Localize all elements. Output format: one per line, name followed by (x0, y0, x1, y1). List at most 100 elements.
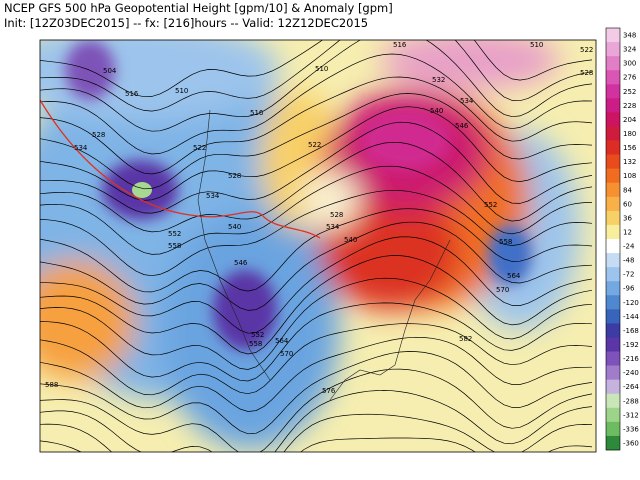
colorbar-label: -312 (623, 411, 639, 419)
contour-label: 552 (251, 331, 264, 339)
colorbar-label: 300 (623, 60, 636, 68)
contour-line (40, 255, 593, 355)
contour-label: 540 (344, 236, 357, 244)
contour-label: 588 (45, 381, 58, 389)
contour-label: 552 (168, 230, 181, 238)
colorbar-label: -288 (623, 397, 639, 405)
colorbar-label: 204 (623, 116, 637, 124)
contour-line (40, 336, 593, 412)
contour-label: 516 (125, 90, 139, 98)
colorbar-segment (606, 70, 620, 85)
contour-line (40, 93, 593, 190)
contour-label: 558 (249, 340, 262, 348)
colorbar-segment (606, 295, 620, 310)
subtitle: Init: [12Z03DEC2015] -- fx: [216]hours -… (4, 16, 368, 30)
contour-label: 540 (228, 223, 241, 231)
colorbar-label: -336 (623, 425, 639, 433)
contour-line (40, 76, 593, 175)
colorbar-segment (606, 210, 620, 226)
contour-line (40, 121, 593, 214)
colorbar-label: 84 (623, 186, 632, 194)
colorbar-segment (606, 393, 620, 409)
colorbar-segment (606, 337, 620, 352)
colorbar-label: 132 (623, 158, 636, 166)
contour-line (40, 351, 593, 435)
contour-line (40, 189, 593, 277)
contour-label: 528 (580, 69, 593, 77)
contour-line (40, 277, 593, 370)
colorbar-label: 348 (623, 32, 636, 40)
contour-line (40, 165, 593, 255)
contour-line (40, 413, 593, 452)
colorbar-label: -144 (623, 313, 639, 321)
contour-label: 516 (250, 109, 264, 117)
colorbar-label: 252 (623, 88, 636, 96)
colorbar-label: 276 (623, 74, 637, 82)
contour-label: 510 (530, 41, 543, 49)
contour-label: 504 (103, 67, 117, 75)
contour-label: 534 (206, 192, 220, 200)
colorbar-label: -360 (623, 439, 639, 447)
contour-label: 522 (193, 144, 206, 152)
contour-label: 564 (507, 272, 521, 280)
contour-label: 570 (496, 286, 509, 294)
colorbar-label: -216 (623, 355, 639, 363)
contour-label: 534 (74, 144, 88, 152)
colorbar-label: -96 (623, 285, 635, 293)
colorbar-segment (606, 351, 620, 366)
colorbar-segment (606, 168, 620, 184)
contour-label: 528 (330, 211, 343, 219)
colorbar-label: 36 (623, 214, 632, 222)
colorbar-segment (606, 196, 620, 212)
colorbar-segment (606, 28, 620, 43)
colorbar-segment (606, 365, 620, 380)
contour-line (40, 40, 593, 132)
colorbar-segment (606, 98, 620, 113)
colorbar-segment (606, 323, 620, 338)
contour-label: 534 (326, 223, 340, 231)
contour-line (40, 390, 593, 452)
contour-line (40, 141, 593, 233)
colorbar-segment (606, 84, 620, 99)
colorbar-segment (606, 435, 620, 451)
contour-line (40, 221, 593, 311)
anomaly-field (40, 40, 596, 452)
contour-labels: 504 516 510 516 528 534 522 510 516 510 522 528 532 5… (45, 41, 593, 395)
colorbar-label: 108 (623, 172, 636, 180)
colorbar-label: -72 (623, 271, 634, 279)
colorbar-segment (606, 309, 620, 324)
colorbar-segment (606, 281, 620, 296)
colorbar-label: -24 (623, 243, 635, 251)
colorbar-label: -192 (623, 341, 639, 349)
colorbar-label: 228 (623, 102, 636, 110)
colorbar-label: 180 (623, 130, 636, 138)
contour-line (40, 53, 593, 155)
colorbar-label: 156 (623, 144, 637, 152)
colorbar-segment (606, 56, 620, 71)
contour-label: 528 (92, 131, 105, 139)
contour-label: 510 (315, 65, 328, 73)
contour-label: 522 (580, 46, 593, 54)
colorbar-segment (606, 126, 620, 141)
colorbar-segment (606, 42, 620, 57)
colorbar-frame (605, 27, 621, 451)
contour-line (40, 302, 593, 382)
contour-label: 540 (430, 107, 443, 115)
contour-line (40, 323, 593, 396)
contour-label: 528 (228, 172, 241, 180)
contour-label: 532 (432, 76, 445, 84)
colorbar: 348 324 300 276 252 228 204 180 156 132 108 84 60 36 1… (605, 27, 639, 451)
contour-label: 564 (275, 337, 289, 345)
colorbar-segment (606, 239, 620, 254)
contour-label: 522 (308, 141, 321, 149)
contour-label: 546 (455, 122, 469, 130)
contour-label: 570 (280, 350, 293, 358)
contour-line (40, 368, 593, 452)
contour-label: 516 (393, 41, 407, 49)
colorbar-segment (606, 421, 620, 437)
colorbar-label: -240 (623, 369, 639, 377)
colorbar-label: -168 (623, 327, 639, 335)
colorbar-label: -48 (623, 257, 634, 265)
